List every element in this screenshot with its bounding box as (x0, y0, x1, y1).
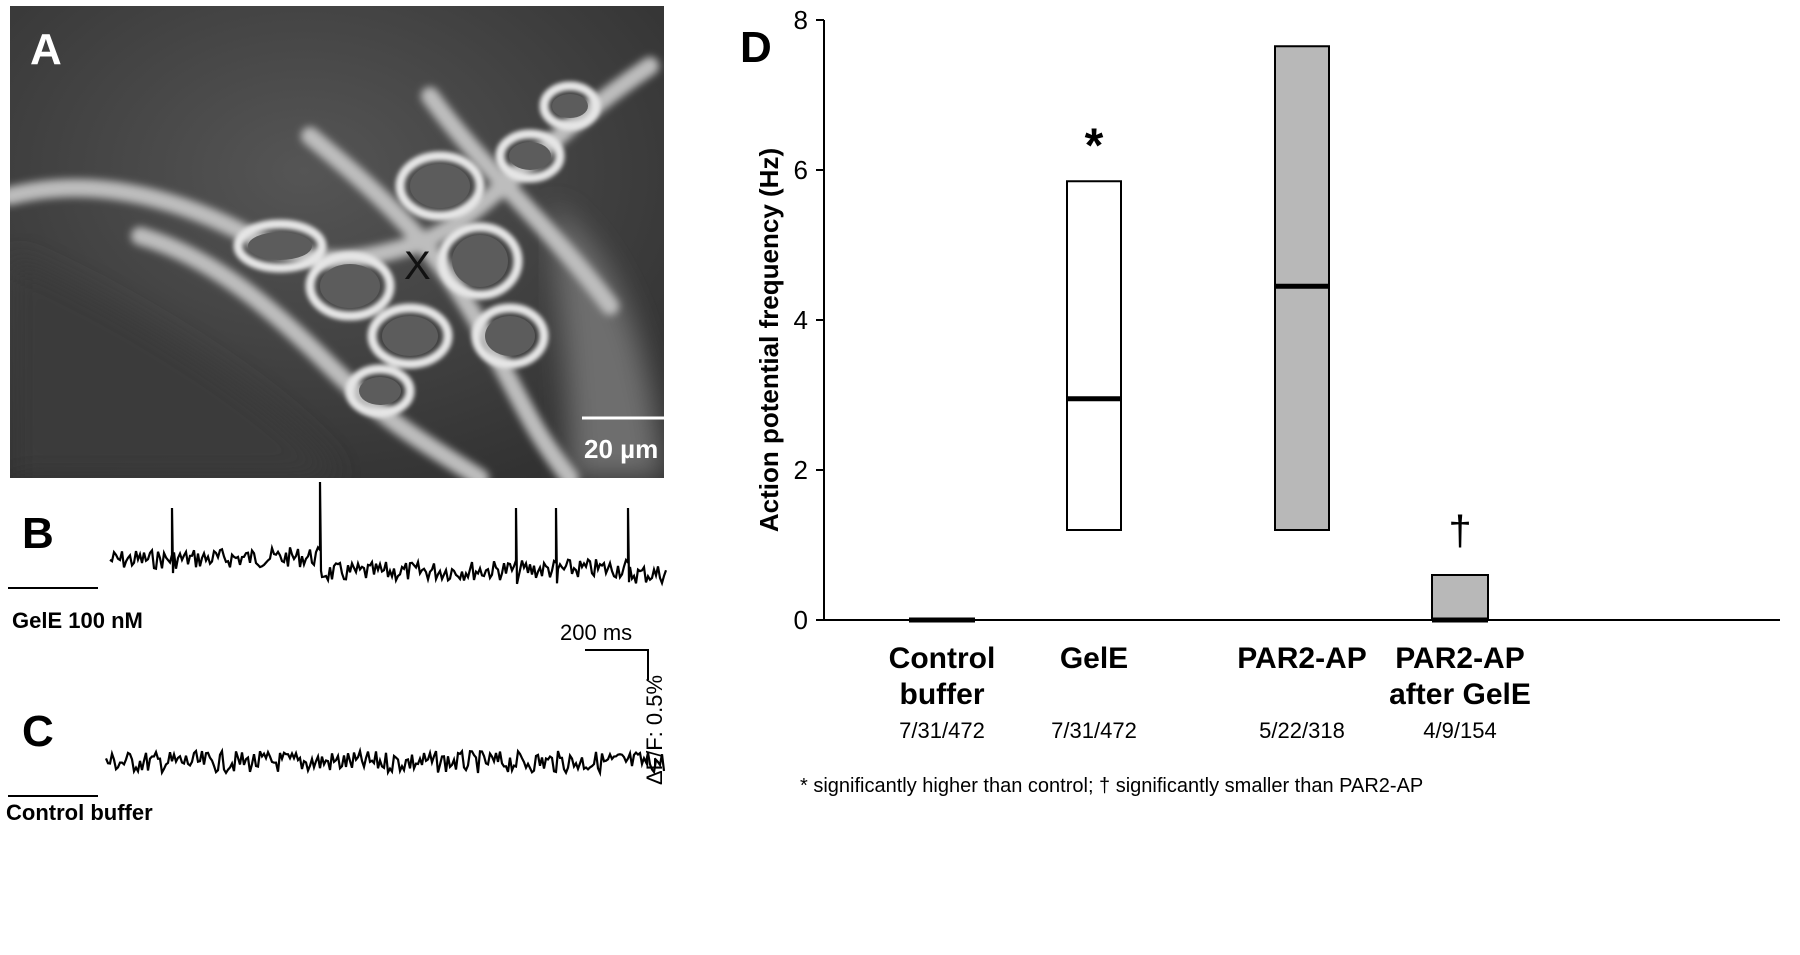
y-tick-label: 8 (794, 5, 808, 35)
scale-time-label: 200 ms (560, 620, 633, 645)
category-label: Control (889, 642, 996, 675)
boxes: *† (909, 45, 1489, 623)
y-tick-label: 2 (794, 455, 808, 485)
scale-bar-corner (585, 649, 649, 680)
trace-b (109, 481, 668, 587)
category-label: buffer (900, 678, 985, 711)
axes: 0 2 4 6 8 (794, 5, 1780, 635)
cell-marker: X (404, 244, 431, 288)
n-label: 5/22/318 (1259, 718, 1345, 743)
n-label: 7/31/472 (899, 718, 985, 743)
category-label: after GelE (1389, 678, 1531, 711)
micrograph-image (10, 6, 664, 478)
box-chart: D Action potential frequency (Hz) 02468 … (740, 5, 1780, 797)
micrograph-panel: A X 20 µm (10, 6, 664, 478)
category-label: PAR2-AP (1237, 642, 1366, 675)
panel-b-letter: B (22, 509, 54, 558)
category-label: PAR2-AP (1395, 642, 1524, 675)
scale-bar-label: 20 µm (584, 434, 659, 464)
scale-amplitude-label: ΔF/F: 0.5% (642, 675, 667, 785)
y-tick-label: 6 (794, 155, 808, 185)
significance-marker: * (1085, 119, 1104, 172)
n-label: 4/9/154 (1423, 718, 1496, 743)
y-axis-label: Action potential frequency (Hz) (754, 148, 784, 532)
y-tick-label: 0 (794, 605, 808, 635)
panel-d-letter: D (740, 23, 772, 72)
category-label: GelE (1060, 642, 1128, 675)
box (1431, 574, 1489, 621)
trace-panels: ΔF/F: 0.5% B GelE 100 nM 200 ms C Contro… (0, 480, 700, 950)
y-tick-label: 4 (794, 305, 808, 335)
trace-svg: ΔF/F: 0.5% (8, 481, 668, 797)
n-label: 7/31/472 (1051, 718, 1137, 743)
gele-label: GelE 100 nM (12, 608, 143, 633)
trace-c (104, 746, 666, 778)
footnote: * significantly higher than control; † s… (800, 775, 1423, 797)
control-buffer-label: Control buffer (6, 800, 153, 825)
significance-marker: † (1448, 507, 1471, 554)
box (1066, 180, 1122, 531)
panel-c-letter: C (22, 707, 54, 756)
panel-a-letter: A (30, 25, 62, 74)
